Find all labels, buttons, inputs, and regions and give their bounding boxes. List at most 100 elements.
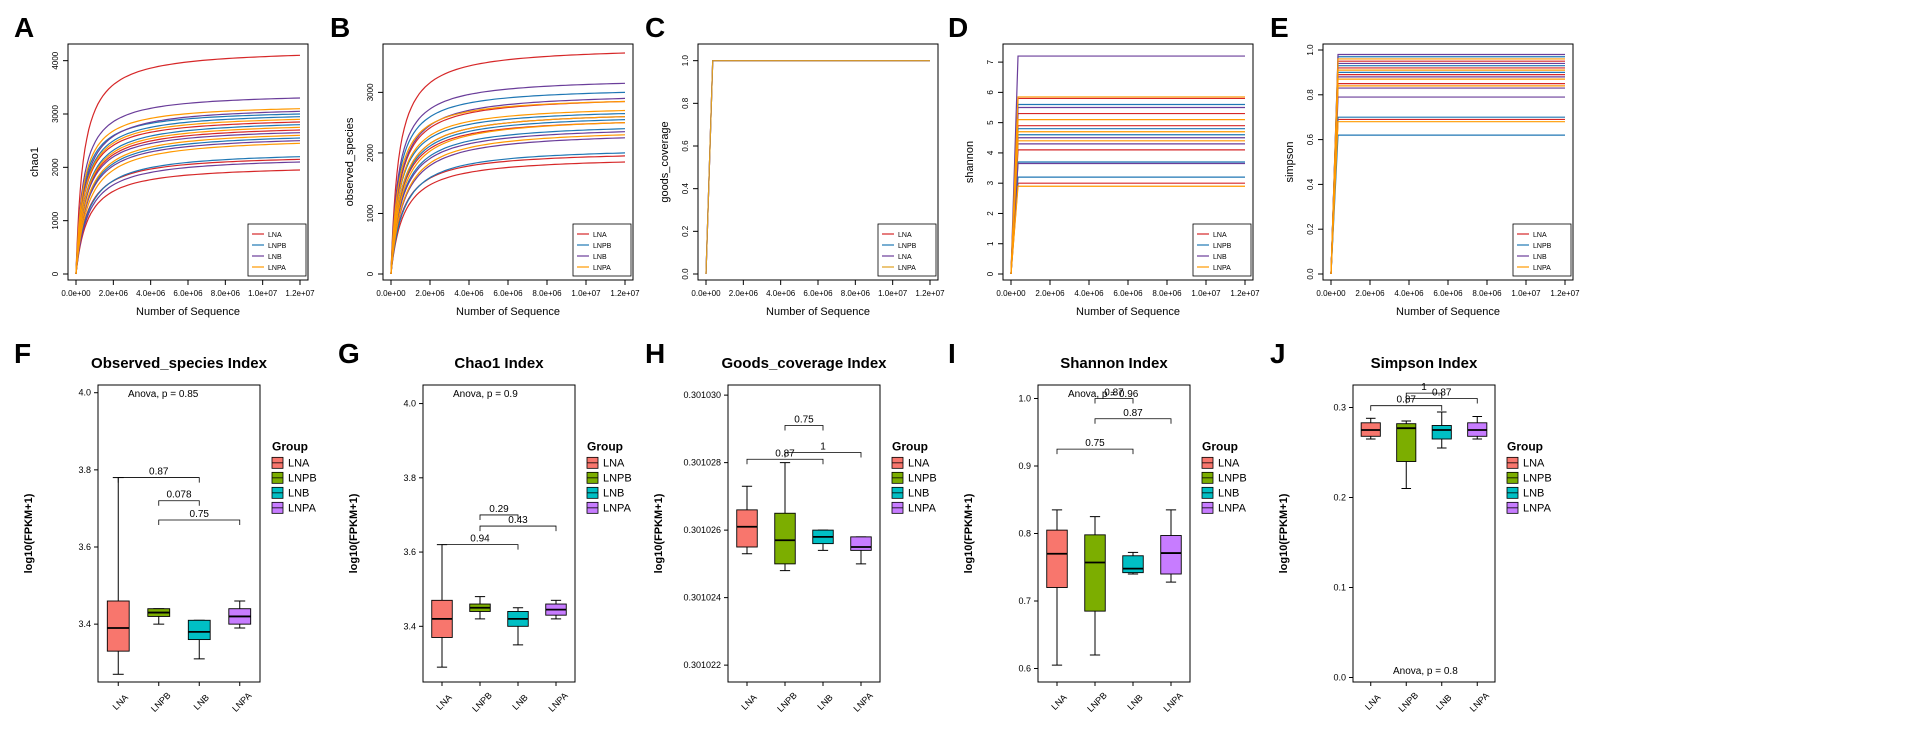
series-line-lnb (390, 97, 626, 275)
x-axis-label: Number of Sequence (456, 306, 560, 318)
comparison-p-value: 0.87 (1123, 408, 1143, 419)
y-tick-label: 4 (986, 150, 995, 155)
x-axis-label: Number of Sequence (766, 306, 870, 318)
comparison-bracket (158, 519, 241, 525)
comparison-p-value: 0.29 (489, 504, 509, 515)
series-line-lnpa (75, 118, 301, 275)
comparison-p-value: 1 (1421, 382, 1427, 393)
comparison-bracket (1094, 418, 1172, 424)
series-line-lnpa (75, 126, 301, 275)
panel-label-h: H (645, 338, 666, 369)
panel-label-f: F (14, 338, 32, 369)
legend-label: LNB (593, 254, 607, 261)
box-lnpb (1084, 534, 1106, 612)
legend-label: LNB (1533, 254, 1547, 261)
y-tick-label: 0.8 (1306, 89, 1315, 101)
comparison-bracket (1056, 448, 1134, 455)
x-tick-label: 8.0e+06 (1472, 289, 1502, 298)
box-lna (106, 600, 130, 652)
legend-label: LNPA (908, 502, 937, 514)
x-tick-label: 2.0e+06 (729, 289, 759, 298)
y-tick-label: 1.0 (1306, 44, 1315, 56)
y-tick-label: 0.8 (1018, 529, 1031, 539)
y-axis-label: shannon (964, 141, 976, 183)
y-tick-label: 2000 (51, 158, 60, 176)
x-tick-label: 0.0e+00 (691, 289, 721, 298)
legend-label: LNPB (1523, 472, 1552, 484)
x-tick-label: 1.0e+07 (571, 289, 601, 298)
x-tick-label: 4.0e+06 (1074, 289, 1104, 298)
y-axis-label: simpson (1284, 142, 1296, 183)
x-tick-label: 1.0e+07 (1191, 289, 1221, 298)
x-axis-label: Number of Sequence (1396, 306, 1500, 318)
anova-annotation: Anova, p = 0.85 (128, 389, 199, 400)
box-lna (736, 509, 758, 548)
comparison-p-value: 0.75 (1085, 438, 1105, 449)
legend-label: LNB (1213, 254, 1227, 261)
y-tick-label: 0.3 (1333, 403, 1346, 413)
series-line-lnb (75, 140, 301, 275)
legend-label: LNPB (1218, 472, 1247, 484)
legend-label: LNPB (908, 472, 937, 484)
y-tick-label: 0.7 (1018, 596, 1031, 606)
legend-title: Group (587, 439, 623, 453)
legend-label: LNB (908, 487, 929, 499)
series-line-lnpa (705, 60, 930, 275)
series-line-lnpa (390, 109, 626, 275)
box-lnpb (1396, 423, 1417, 462)
x-tick-label: 1.2e+07 (915, 289, 945, 298)
y-tick-label: 0.9 (1018, 461, 1031, 471)
y-axis-label: log10(FPKM+1) (653, 493, 665, 573)
y-tick-label: 3.8 (403, 473, 416, 483)
y-tick-label: 4.0 (403, 399, 416, 409)
x-tick-label: 0.0e+00 (61, 289, 91, 298)
series-line-lnpb (75, 113, 301, 275)
comparison-bracket (746, 458, 824, 465)
y-axis-label: log10(FPKM+1) (1278, 493, 1290, 573)
legend-label: LNPA (268, 265, 286, 272)
x-tick-label: 1.0e+07 (1511, 289, 1541, 298)
comparison-p-value: 0.94 (470, 534, 490, 545)
legend-label: LNB (288, 487, 309, 499)
series-line-lnpa (75, 108, 301, 275)
y-tick-label: 2000 (366, 143, 375, 161)
y-tick-label: 6 (986, 90, 995, 95)
y-tick-label: 1.0 (681, 55, 690, 67)
y-tick-label: 1.0 (1018, 394, 1031, 404)
y-tick-label: 0 (366, 271, 375, 276)
legend-label: LNPB (268, 243, 287, 250)
legend-label: LNA (898, 232, 912, 239)
comparison-p-value: 0.078 (166, 490, 191, 501)
y-tick-label: 0.6 (1306, 133, 1315, 145)
chart-title: Goods_coverage Index (721, 355, 887, 372)
legend-label: LNPA (1218, 502, 1247, 514)
series-line-lna (75, 54, 301, 275)
legend-label: LNB (1218, 487, 1239, 499)
x-tick-label: 2.0e+06 (99, 289, 129, 298)
legend-label: LNPB (603, 472, 632, 484)
y-tick-label: 4000 (51, 51, 60, 69)
series-line-lnpa (390, 116, 626, 275)
series-line-lnb (75, 97, 301, 275)
plot-frame (727, 384, 881, 683)
series-line-lnb (390, 131, 626, 275)
plot-frame (97, 384, 261, 683)
y-tick-label: 0.0 (1333, 673, 1346, 683)
legend-label: LNB (268, 254, 282, 261)
x-tick-label: 1.2e+07 (285, 289, 315, 298)
comparison-bracket (1405, 392, 1443, 399)
y-tick-label: 0.4 (1306, 178, 1315, 190)
x-tick-label: 4.0e+06 (136, 289, 166, 298)
x-tick-label: 4.0e+06 (454, 289, 484, 298)
comparison-p-value: 0.43 (508, 515, 528, 526)
anova-annotation: Anova, p = 0.8 (1393, 666, 1458, 677)
x-tick-label: 0.0e+00 (1316, 289, 1346, 298)
chart-title: Chao1 Index (454, 355, 544, 372)
legend-label: LNA (268, 232, 282, 239)
legend-label: LNPA (603, 502, 632, 514)
plot-frame (1352, 384, 1496, 683)
